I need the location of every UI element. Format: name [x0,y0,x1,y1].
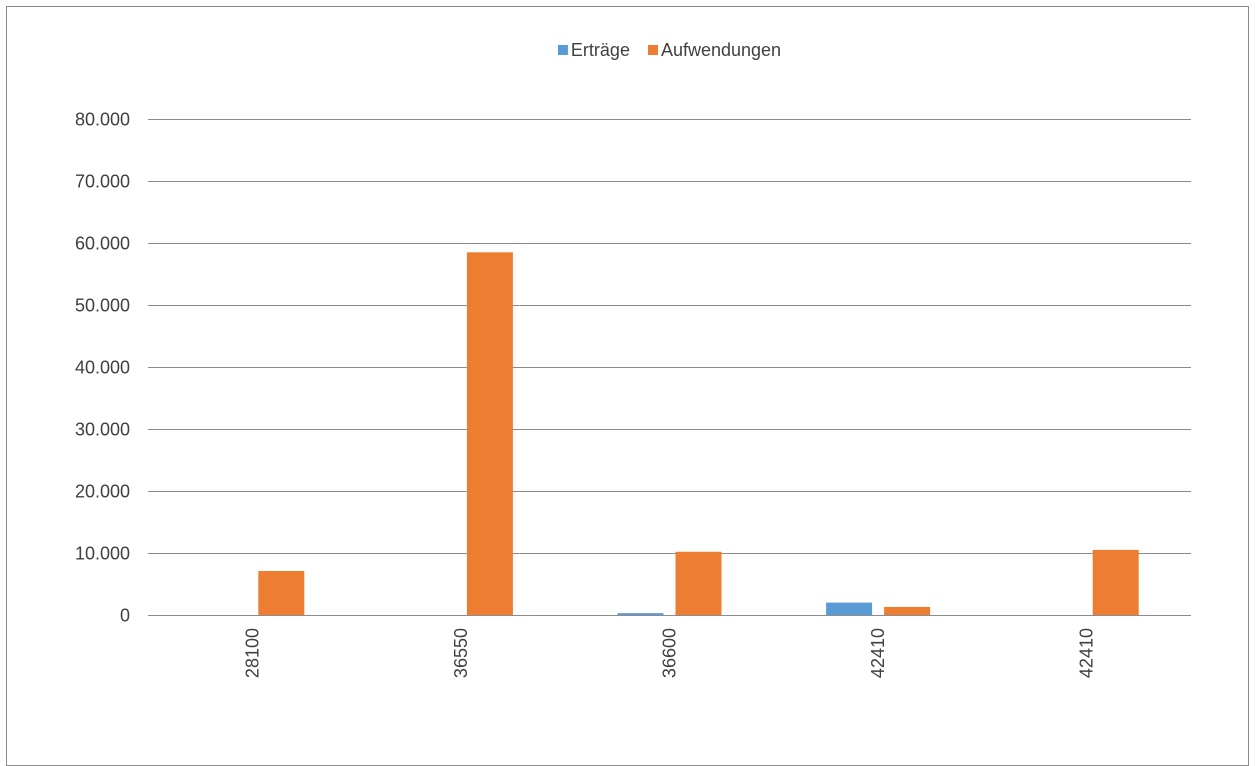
legend-swatch [557,45,568,55]
legend-item-ertraege: Erträge [557,40,630,60]
y-tick-label: 80.000 [75,110,130,130]
x-tick-label: 42410 [868,628,888,678]
x-axis-tick-labels: 28100 36550 36600 42410 42410 [242,628,1096,678]
y-tick-label: 10.000 [75,544,130,564]
bars [258,252,1139,616]
bar-aufwendungen [675,551,722,615]
legend-item-aufwendungen: Aufwendungen [647,40,781,60]
bar-ertraege [617,613,664,615]
chart-frame [6,6,1249,766]
y-tick-label: 30.000 [75,420,130,440]
y-tick-label: 20.000 [75,482,130,502]
legend: Erträge Aufwendungen [557,40,781,60]
legend-label: Erträge [571,40,630,60]
bar-aufwendungen [258,570,305,615]
bar-ertraege [826,602,873,615]
x-tick-label: 36600 [660,628,680,678]
bar-aufwendungen [884,606,931,615]
bar-aufwendungen [466,252,513,616]
y-tick-label: 40.000 [75,358,130,378]
y-tick-label: 60.000 [75,234,130,254]
y-axis-tick-labels: 0 10.000 20.000 30.000 40.000 50.000 60.000 70.… [75,110,130,626]
x-tick-label: 28100 [242,628,262,678]
legend-label: Aufwendungen [661,40,781,60]
y-tick-label: 50.000 [75,296,130,316]
x-tick-label: 36550 [451,628,471,678]
legend-swatch [647,45,658,55]
y-tick-label: 0 [120,606,130,626]
x-tick-label: 42410 [1077,628,1097,678]
bar-aufwendungen [1092,549,1139,615]
gridlines [148,119,1191,616]
y-tick-label: 70.000 [75,172,130,192]
